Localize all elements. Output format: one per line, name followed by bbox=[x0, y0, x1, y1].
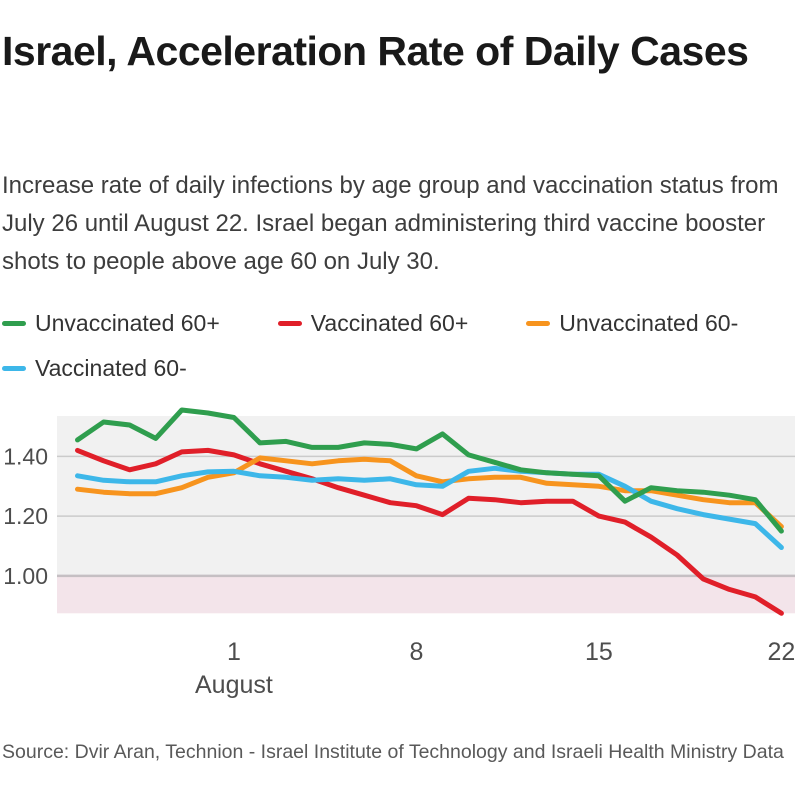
y-tick-label: 1.20 bbox=[3, 503, 48, 529]
legend-swatch-icon bbox=[2, 366, 26, 371]
chart-title: Israel, Acceleration Rate of Daily Cases bbox=[2, 28, 749, 74]
series-line-vaccinated-60- bbox=[75, 447, 784, 616]
legend-label: Vaccinated 60+ bbox=[310, 310, 469, 336]
legend-item-vaccinated-60-: Vaccinated 60- bbox=[2, 355, 187, 382]
legend-swatch-icon bbox=[526, 321, 551, 326]
series-line-unvaccinated-60- bbox=[75, 455, 784, 530]
chart-subtitle: Increase rate of daily infections by age… bbox=[2, 172, 779, 275]
legend-label: Vaccinated 60- bbox=[35, 355, 187, 381]
x-tick-label: 15 bbox=[585, 638, 613, 666]
x-tick-label: 1 bbox=[227, 638, 241, 666]
x-tick-label: 8 bbox=[409, 638, 423, 666]
legend-item-vaccinated-60-: Vaccinated 60+ bbox=[277, 310, 469, 337]
x-tick-label: 22 bbox=[767, 638, 795, 666]
legend-item-unvaccinated-60-: Unvaccinated 60+ bbox=[2, 310, 220, 337]
line-chart: 1.40 1.20 1.00 1 8 15 22 August bbox=[3, 407, 795, 699]
chart-area: 1.40 1.20 1.00 1 8 15 22 August bbox=[0, 400, 800, 700]
legend-item-unvaccinated-60-: Unvaccinated 60- bbox=[526, 310, 738, 337]
legend-label: Unvaccinated 60+ bbox=[35, 310, 220, 336]
x-axis-month-label: August bbox=[195, 671, 273, 699]
legend-swatch-icon bbox=[2, 321, 26, 326]
legend-swatch-icon bbox=[277, 321, 302, 326]
y-tick-label: 1.00 bbox=[3, 563, 48, 589]
series-line-vaccinated-60- bbox=[75, 465, 784, 550]
legend-label: Unvaccinated 60- bbox=[559, 310, 739, 336]
source-note: Source: Dvir Aran, Technion - Israel Ins… bbox=[2, 741, 784, 763]
series-line-unvaccinated-60- bbox=[75, 407, 784, 534]
plot-band-below-1 bbox=[57, 575, 795, 614]
legend: Unvaccinated 60+ Vaccinated 60+ Unvaccinat… bbox=[2, 310, 798, 382]
y-tick-label: 1.40 bbox=[3, 443, 48, 469]
